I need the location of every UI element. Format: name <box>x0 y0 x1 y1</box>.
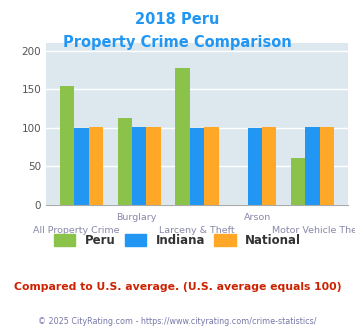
Bar <box>320 127 334 205</box>
Bar <box>132 127 147 205</box>
Text: All Property Crime: All Property Crime <box>33 226 120 235</box>
Text: 2018 Peru: 2018 Peru <box>135 12 220 26</box>
Bar <box>204 127 219 205</box>
Text: Larceny & Theft: Larceny & Theft <box>159 226 235 235</box>
Bar <box>118 117 132 205</box>
Bar <box>305 127 320 205</box>
Text: Property Crime Comparison: Property Crime Comparison <box>63 35 292 50</box>
Text: Burglary: Burglary <box>116 213 157 222</box>
Bar <box>60 86 74 205</box>
Bar <box>247 128 262 205</box>
Text: © 2025 CityRating.com - https://www.cityrating.com/crime-statistics/: © 2025 CityRating.com - https://www.city… <box>38 317 317 326</box>
Bar <box>291 158 305 205</box>
Text: Arson: Arson <box>244 213 271 222</box>
Bar <box>262 127 277 205</box>
Legend: Peru, Indiana, National: Peru, Indiana, National <box>49 229 306 251</box>
Bar <box>190 128 204 205</box>
Text: Compared to U.S. average. (U.S. average equals 100): Compared to U.S. average. (U.S. average … <box>14 282 341 292</box>
Bar <box>74 128 89 205</box>
Text: Motor Vehicle Theft: Motor Vehicle Theft <box>272 226 355 235</box>
Bar <box>175 68 190 205</box>
Bar <box>147 127 161 205</box>
Bar <box>89 127 103 205</box>
